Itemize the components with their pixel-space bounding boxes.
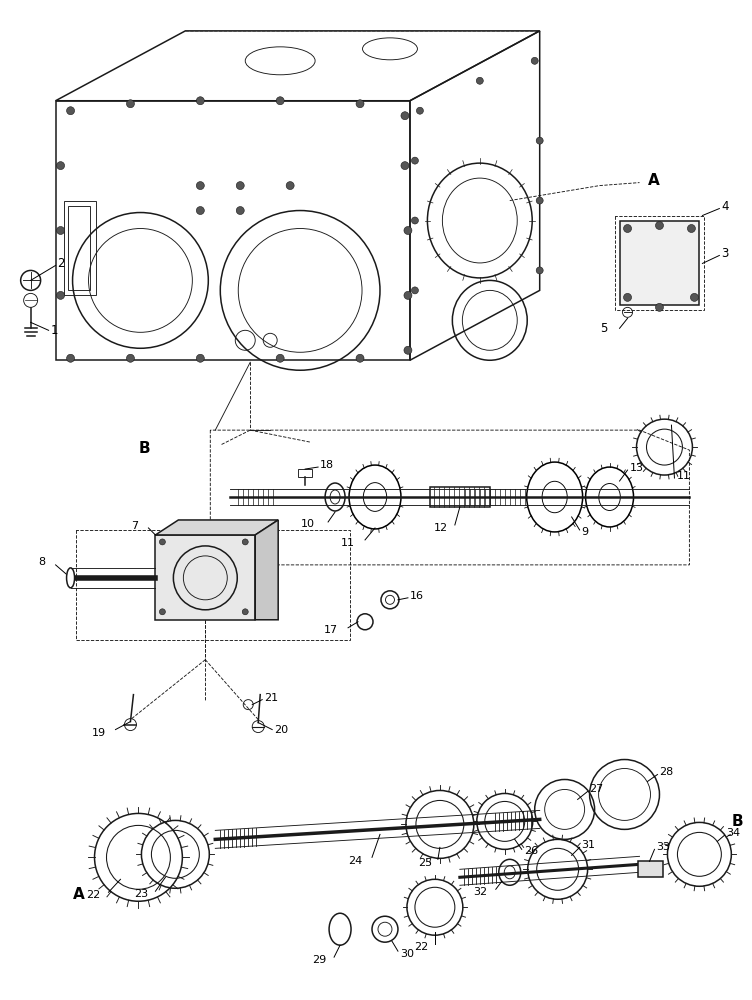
Circle shape — [690, 293, 699, 301]
Text: 2: 2 — [58, 257, 65, 270]
Text: B: B — [732, 814, 743, 829]
Circle shape — [174, 546, 238, 610]
Circle shape — [656, 222, 663, 230]
Text: B: B — [138, 441, 150, 456]
Circle shape — [531, 57, 538, 64]
Circle shape — [67, 107, 74, 115]
Circle shape — [623, 293, 632, 301]
Text: 19: 19 — [92, 728, 105, 738]
Circle shape — [196, 182, 205, 190]
Text: 12: 12 — [434, 523, 448, 533]
Circle shape — [404, 291, 412, 299]
Circle shape — [159, 539, 165, 545]
Text: 27: 27 — [590, 784, 604, 794]
Circle shape — [404, 346, 412, 354]
Circle shape — [276, 97, 284, 105]
Circle shape — [417, 107, 423, 114]
Circle shape — [196, 97, 205, 105]
Circle shape — [687, 225, 696, 232]
Text: 13: 13 — [629, 463, 644, 473]
Text: 21: 21 — [264, 693, 278, 703]
Circle shape — [656, 303, 663, 311]
Polygon shape — [620, 221, 699, 305]
Text: 3: 3 — [721, 247, 729, 260]
Circle shape — [536, 267, 543, 274]
Text: 11: 11 — [341, 538, 355, 548]
Text: A: A — [647, 173, 660, 188]
Text: 1: 1 — [50, 324, 58, 337]
Text: 10: 10 — [301, 519, 315, 529]
Circle shape — [56, 291, 65, 299]
Circle shape — [242, 539, 248, 545]
Ellipse shape — [67, 568, 74, 588]
Circle shape — [236, 207, 244, 215]
Text: A: A — [72, 887, 84, 902]
Bar — [298, 469, 312, 477]
Text: 22: 22 — [414, 942, 428, 952]
Circle shape — [623, 225, 632, 232]
Circle shape — [411, 287, 418, 294]
Circle shape — [287, 182, 294, 190]
Circle shape — [536, 137, 543, 144]
Circle shape — [236, 182, 244, 190]
Text: 11: 11 — [677, 471, 690, 481]
Circle shape — [476, 77, 484, 84]
Text: 18: 18 — [320, 460, 334, 470]
Circle shape — [242, 609, 248, 615]
Circle shape — [56, 227, 65, 234]
Text: 22: 22 — [86, 890, 101, 900]
Bar — [68, 206, 89, 290]
Circle shape — [536, 197, 543, 204]
Circle shape — [401, 162, 409, 170]
Circle shape — [56, 162, 65, 170]
Text: 33: 33 — [656, 842, 671, 852]
Circle shape — [411, 217, 418, 224]
Circle shape — [67, 354, 74, 362]
Text: 17: 17 — [324, 625, 338, 635]
Circle shape — [401, 112, 409, 120]
Circle shape — [356, 354, 364, 362]
Text: 16: 16 — [410, 591, 424, 601]
Polygon shape — [156, 520, 278, 535]
Bar — [430, 487, 490, 507]
Text: 32: 32 — [474, 887, 488, 897]
Polygon shape — [255, 520, 278, 620]
Text: 24: 24 — [347, 856, 362, 866]
Polygon shape — [156, 535, 255, 620]
Text: 4: 4 — [721, 200, 729, 213]
Circle shape — [276, 354, 284, 362]
Text: 34: 34 — [726, 828, 741, 838]
Text: 7: 7 — [132, 521, 138, 531]
Text: 20: 20 — [274, 725, 288, 735]
Text: 31: 31 — [581, 840, 596, 850]
Text: 9: 9 — [581, 527, 589, 537]
Text: 5: 5 — [600, 322, 608, 335]
Text: 30: 30 — [400, 949, 414, 959]
Text: 26: 26 — [523, 846, 538, 856]
Bar — [638, 861, 663, 877]
Circle shape — [126, 100, 135, 108]
Circle shape — [411, 157, 418, 164]
Circle shape — [196, 354, 205, 362]
Circle shape — [196, 207, 205, 215]
Text: 29: 29 — [312, 955, 326, 965]
Circle shape — [126, 354, 135, 362]
Text: 8: 8 — [38, 557, 46, 567]
Circle shape — [404, 227, 412, 234]
Circle shape — [356, 100, 364, 108]
Text: 25: 25 — [418, 858, 432, 868]
Circle shape — [159, 609, 165, 615]
Text: 28: 28 — [660, 767, 674, 777]
Text: 23: 23 — [135, 889, 148, 899]
